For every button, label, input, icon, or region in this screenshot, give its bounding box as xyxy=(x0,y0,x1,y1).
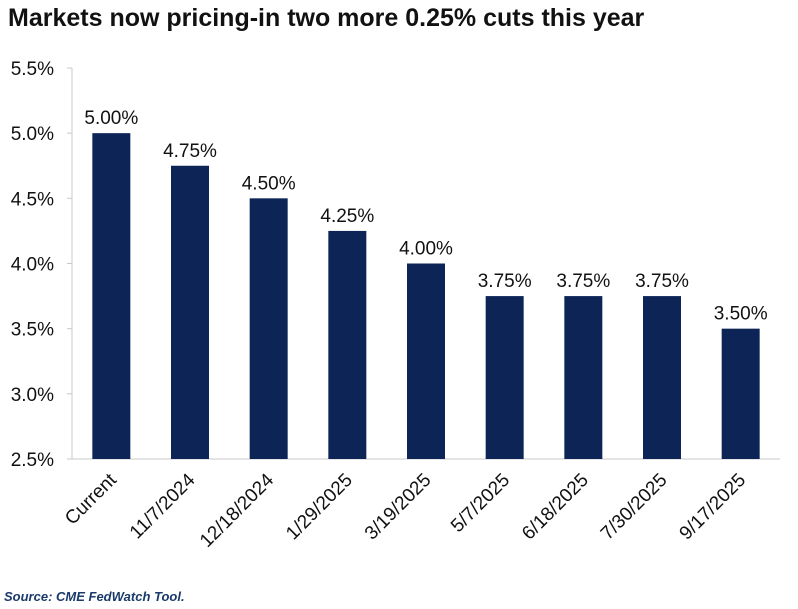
data-label: 3.75% xyxy=(478,271,532,292)
x-category-label: 5/7/2025 xyxy=(447,470,514,537)
bar xyxy=(721,328,760,459)
y-tick-label: 5.0% xyxy=(11,124,54,145)
bar xyxy=(92,133,131,459)
data-label: 4.25% xyxy=(320,206,374,227)
bar xyxy=(485,296,524,459)
bar xyxy=(407,263,445,459)
data-label: 3.50% xyxy=(714,304,768,325)
y-tick-label: 4.0% xyxy=(11,255,54,276)
x-category-label: 3/19/2025 xyxy=(361,470,436,545)
data-label: 4.00% xyxy=(399,239,453,260)
y-tick-label: 3.0% xyxy=(11,385,54,406)
x-category-label: 12/18/2024 xyxy=(196,469,278,551)
y-tick-label: 5.5% xyxy=(11,59,54,80)
chart-title: Markets now pricing-in two more 0.25% cu… xyxy=(8,4,645,32)
bar xyxy=(564,296,603,459)
y-tick-label: 2.5% xyxy=(11,450,54,471)
data-label: 3.75% xyxy=(635,271,689,292)
x-category-label: 7/30/2025 xyxy=(597,470,672,545)
x-category-label: 11/7/2024 xyxy=(126,469,200,543)
x-category-label: Current xyxy=(61,469,121,529)
x-category-label: 6/18/2025 xyxy=(518,470,593,545)
y-tick-label: 4.5% xyxy=(11,189,54,210)
data-label: 3.75% xyxy=(556,271,610,292)
x-category-label: 9/17/2025 xyxy=(676,470,751,545)
bar xyxy=(643,296,681,459)
data-label: 4.75% xyxy=(163,141,217,162)
source-note: Source: CME FedWatch Tool. xyxy=(4,589,185,604)
y-tick-label: 3.5% xyxy=(11,320,54,341)
x-category-label: 1/29/2025 xyxy=(282,470,357,545)
bar xyxy=(249,198,288,460)
bar xyxy=(171,165,209,459)
bar xyxy=(328,230,367,459)
data-label: 4.50% xyxy=(242,173,296,194)
data-label: 5.00% xyxy=(84,108,138,129)
